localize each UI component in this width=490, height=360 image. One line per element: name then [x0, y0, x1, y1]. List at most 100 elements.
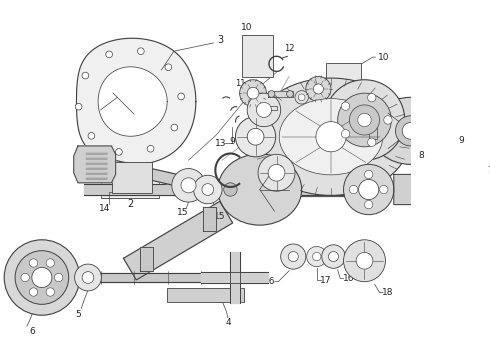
Circle shape — [314, 84, 323, 94]
Text: 5: 5 — [75, 310, 81, 319]
Circle shape — [165, 64, 172, 71]
FancyBboxPatch shape — [242, 35, 273, 77]
Circle shape — [147, 145, 154, 152]
Circle shape — [322, 245, 345, 268]
Circle shape — [268, 91, 275, 97]
Circle shape — [15, 251, 69, 304]
Circle shape — [295, 91, 308, 104]
Text: 8: 8 — [418, 151, 424, 160]
Circle shape — [32, 267, 52, 288]
Polygon shape — [74, 146, 116, 183]
Polygon shape — [230, 252, 240, 303]
Text: 18: 18 — [382, 288, 393, 297]
Circle shape — [54, 273, 63, 282]
Polygon shape — [86, 157, 107, 159]
Circle shape — [21, 273, 29, 282]
Text: 10: 10 — [378, 53, 390, 62]
Text: 15: 15 — [214, 212, 225, 221]
Text: 6: 6 — [29, 327, 35, 336]
Circle shape — [171, 124, 178, 131]
Circle shape — [324, 80, 405, 160]
Circle shape — [343, 165, 394, 215]
Polygon shape — [86, 177, 107, 180]
Polygon shape — [302, 184, 343, 195]
Circle shape — [181, 178, 196, 193]
Text: 2: 2 — [127, 199, 133, 209]
Circle shape — [306, 76, 331, 102]
Circle shape — [354, 109, 375, 131]
Circle shape — [194, 175, 222, 204]
Polygon shape — [394, 175, 420, 204]
Circle shape — [368, 94, 376, 102]
Polygon shape — [86, 172, 107, 175]
Circle shape — [178, 93, 185, 100]
Circle shape — [365, 170, 373, 179]
Polygon shape — [268, 91, 294, 97]
Circle shape — [172, 168, 205, 202]
Text: 17: 17 — [320, 275, 332, 284]
Circle shape — [298, 94, 305, 101]
Circle shape — [342, 130, 350, 138]
Circle shape — [316, 122, 346, 152]
Circle shape — [307, 247, 327, 267]
Circle shape — [384, 116, 392, 124]
Circle shape — [247, 129, 264, 145]
Circle shape — [88, 132, 95, 139]
Circle shape — [75, 103, 82, 110]
Circle shape — [288, 252, 298, 262]
FancyBboxPatch shape — [112, 162, 152, 193]
Text: 16: 16 — [264, 277, 275, 286]
Circle shape — [29, 259, 38, 267]
Circle shape — [356, 252, 373, 269]
Polygon shape — [368, 122, 377, 139]
Circle shape — [247, 87, 259, 99]
Circle shape — [82, 72, 89, 79]
Polygon shape — [300, 183, 360, 196]
Circle shape — [368, 138, 376, 147]
Circle shape — [268, 165, 285, 181]
Text: 4: 4 — [225, 318, 231, 327]
Circle shape — [349, 185, 358, 194]
FancyBboxPatch shape — [100, 175, 159, 198]
Circle shape — [46, 288, 54, 296]
Circle shape — [247, 93, 281, 127]
Circle shape — [475, 105, 489, 118]
Circle shape — [313, 252, 321, 261]
Circle shape — [433, 96, 464, 127]
Text: 9: 9 — [229, 137, 235, 146]
Text: 7: 7 — [488, 166, 490, 175]
Circle shape — [202, 184, 214, 195]
Text: 1: 1 — [374, 116, 380, 126]
Circle shape — [138, 48, 144, 54]
Circle shape — [380, 185, 388, 194]
Text: 10: 10 — [242, 23, 253, 32]
Polygon shape — [86, 152, 107, 154]
Circle shape — [466, 96, 490, 127]
Circle shape — [82, 272, 94, 283]
Polygon shape — [123, 201, 233, 280]
Circle shape — [349, 105, 380, 135]
Circle shape — [441, 105, 455, 118]
Circle shape — [224, 183, 237, 196]
Circle shape — [236, 117, 276, 157]
Polygon shape — [98, 67, 167, 136]
Ellipse shape — [371, 97, 450, 165]
Text: 1: 1 — [381, 123, 387, 133]
Text: 13: 13 — [215, 139, 226, 148]
Polygon shape — [203, 207, 216, 230]
Polygon shape — [264, 106, 276, 110]
Text: 3: 3 — [217, 35, 223, 45]
Polygon shape — [76, 38, 196, 165]
Circle shape — [287, 91, 294, 97]
Text: 15: 15 — [177, 208, 189, 217]
Circle shape — [116, 149, 122, 155]
Circle shape — [328, 252, 339, 262]
Text: 9: 9 — [259, 198, 264, 207]
Polygon shape — [140, 247, 153, 271]
Polygon shape — [86, 167, 107, 170]
Polygon shape — [59, 273, 243, 282]
Circle shape — [46, 259, 54, 267]
Circle shape — [281, 244, 306, 269]
Circle shape — [258, 154, 295, 191]
Ellipse shape — [251, 78, 411, 195]
